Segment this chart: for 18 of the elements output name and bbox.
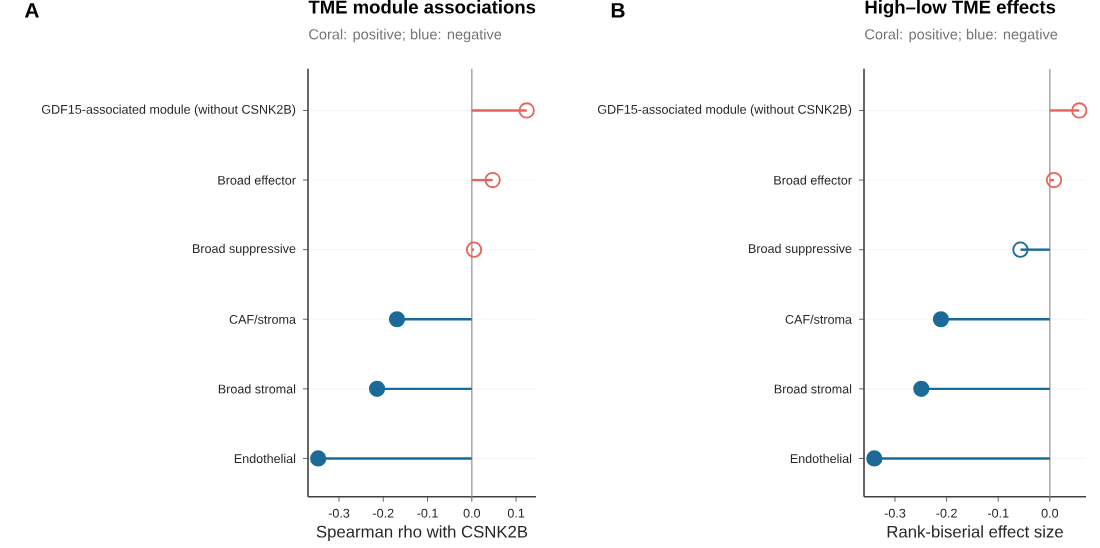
chart-title: High–low TME effects xyxy=(865,0,1056,18)
point xyxy=(1071,102,1088,119)
text: B xyxy=(611,2,625,18)
point xyxy=(932,310,950,328)
point xyxy=(368,380,386,397)
point xyxy=(913,380,930,397)
point xyxy=(518,102,535,119)
point xyxy=(484,171,501,188)
point xyxy=(465,241,483,258)
x-axis-title: Spearman rho with CSNK2B xyxy=(316,524,528,541)
point xyxy=(866,450,883,467)
point xyxy=(1045,171,1063,188)
point xyxy=(1012,241,1029,258)
point xyxy=(388,310,406,328)
text: A xyxy=(24,2,39,18)
point xyxy=(310,450,327,467)
chart-title: TME module associations xyxy=(308,0,536,14)
x-axis-title: Rank-biserial effect size xyxy=(887,524,1063,538)
